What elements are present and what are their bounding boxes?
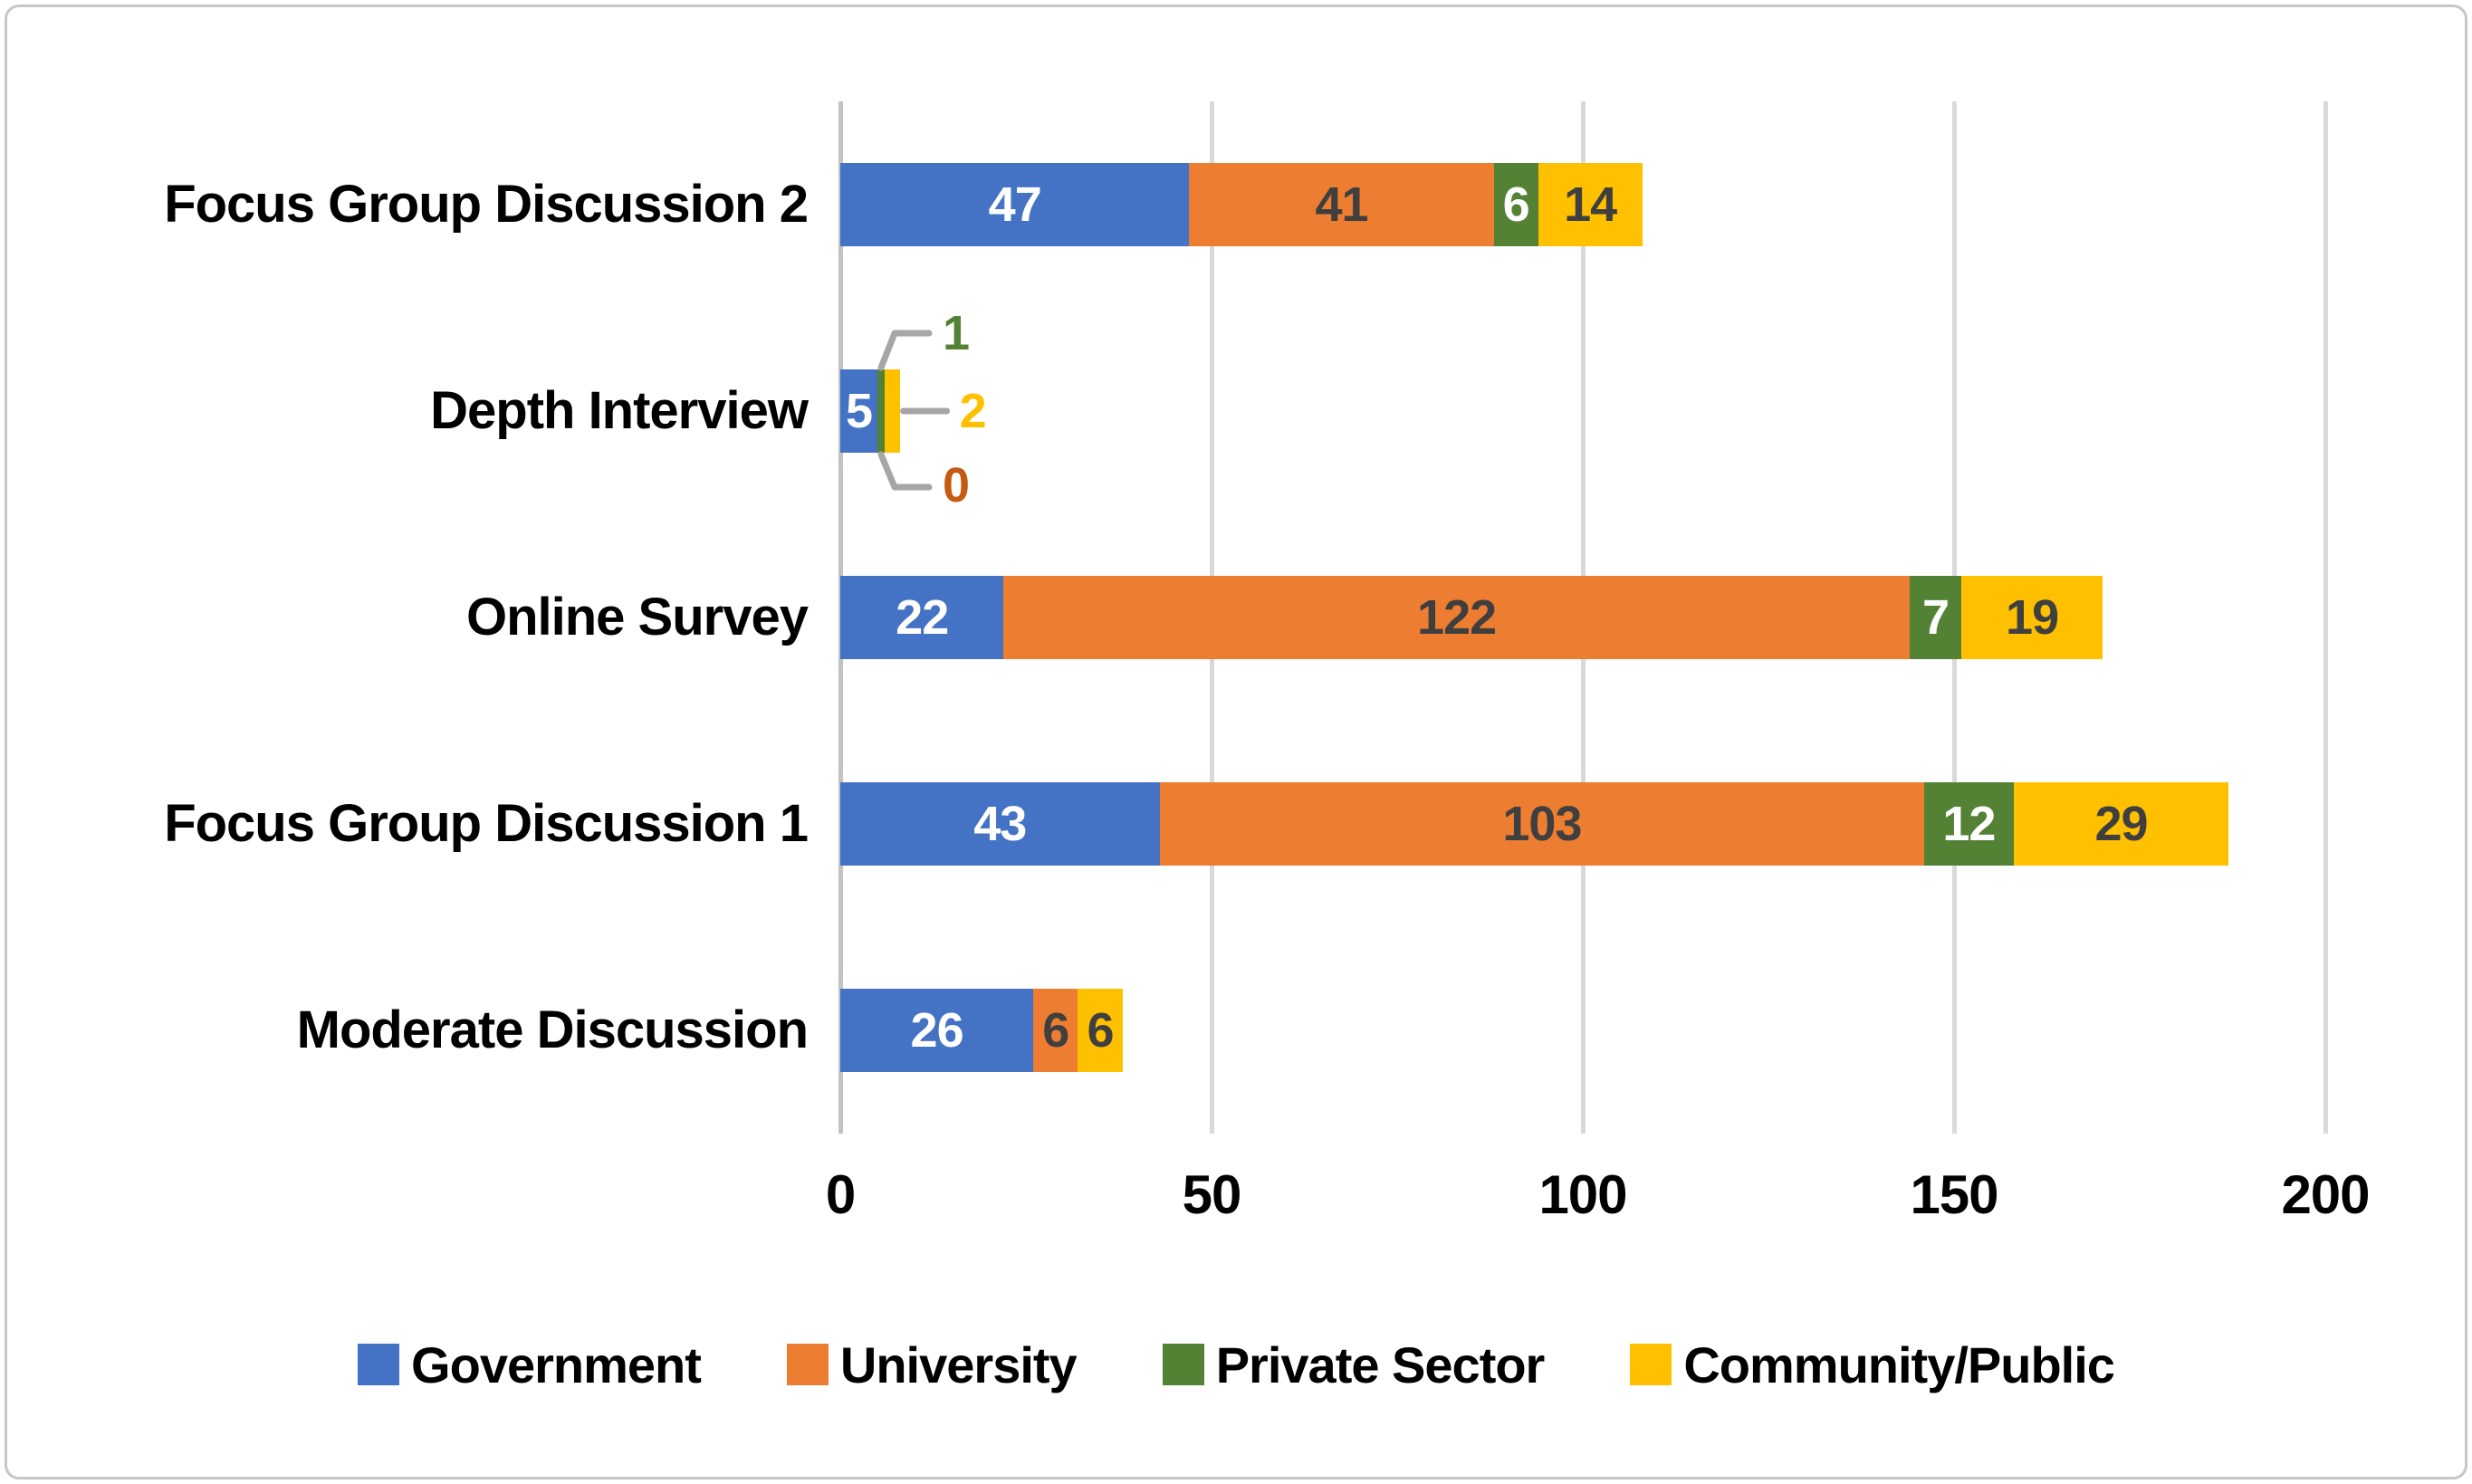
bar-value-label: 12 xyxy=(1942,797,1996,851)
bar-row: 5 xyxy=(840,369,900,453)
callout-value-label: 0 xyxy=(943,458,970,512)
bar-segment-private-sector xyxy=(877,369,886,453)
gridline xyxy=(2323,101,2328,1134)
category-label: Moderate Discussion xyxy=(296,1001,809,1059)
bar-value-label: 14 xyxy=(1564,177,1617,232)
bar-value-label: 6 xyxy=(1042,1003,1069,1058)
bar-value-label: 26 xyxy=(910,1003,964,1058)
bar-value-label: 7 xyxy=(1921,590,1950,645)
category-label: Depth Interview xyxy=(430,381,809,440)
legend-label: Government xyxy=(411,1336,702,1393)
bar-segment-university: 41 xyxy=(1189,163,1494,246)
bar-value-label: 43 xyxy=(973,797,1027,851)
legend-swatch xyxy=(1162,1344,1204,1385)
bar-segment-university: 6 xyxy=(1033,989,1078,1072)
callout-leader-line xyxy=(877,451,933,491)
legend-swatch xyxy=(786,1344,829,1385)
category-label: Focus Group Discussion 1 xyxy=(164,794,809,853)
bar-value-label: 22 xyxy=(896,590,949,645)
legend-item-private-sector: Private Sector xyxy=(1162,1336,1546,1394)
bar-value-label: 6 xyxy=(1087,1003,1114,1058)
bar-segment-government: 5 xyxy=(840,369,877,453)
bar-segment-government: 47 xyxy=(840,163,1190,246)
bar-segment-government: 26 xyxy=(840,989,1034,1072)
bar-row: 47 41 6 14 xyxy=(840,163,1643,246)
x-axis-tick-label: 0 xyxy=(825,1164,856,1225)
bar-value-label: 29 xyxy=(2094,797,2148,851)
bar-segment-private-sector: 12 xyxy=(1924,782,2014,866)
bar-value-label: 103 xyxy=(1502,797,1582,851)
callout-value-label: 2 xyxy=(959,384,987,438)
x-axis-tick-label: 50 xyxy=(1182,1164,1242,1225)
bar-segment-government: 43 xyxy=(840,782,1160,866)
bar-row: 43 103 12 29 xyxy=(840,782,2229,866)
bar-segment-community-public: 14 xyxy=(1538,163,1643,246)
x-axis-tick-label: 100 xyxy=(1538,1164,1627,1225)
category-label: Focus Group Discussion 2 xyxy=(164,175,809,234)
legend-label: Community/Public xyxy=(1683,1336,2115,1393)
legend-label: Private Sector xyxy=(1215,1336,1546,1393)
bar-value-label: 41 xyxy=(1315,177,1368,232)
bar-segment-community-public: 6 xyxy=(1078,989,1123,1072)
legend-item-community-public: Community/Public xyxy=(1630,1336,2115,1394)
legend-swatch xyxy=(358,1344,400,1385)
bar-segment-private-sector: 7 xyxy=(1909,576,1962,659)
legend: Government University Private Sector Commun… xyxy=(0,1315,2472,1414)
x-axis-tick-label: 150 xyxy=(1910,1164,1998,1225)
bar-segment-university: 122 xyxy=(1003,576,1910,659)
bar-segment-university: 103 xyxy=(1159,782,1925,866)
bar-segment-government: 22 xyxy=(840,576,1004,659)
bar-segment-community-public xyxy=(885,369,900,453)
category-label: Online Survey xyxy=(465,588,809,646)
chart-frame xyxy=(5,5,2467,1479)
bar-segment-private-sector: 6 xyxy=(1493,163,1538,246)
bar-segment-community-public: 29 xyxy=(2013,782,2229,866)
callout-leader-line xyxy=(877,330,933,371)
callout-value-label: 1 xyxy=(943,306,970,360)
legend-item-government: Government xyxy=(358,1336,702,1394)
bar-row: 22 122 7 19 xyxy=(840,576,2103,659)
bar-value-label: 122 xyxy=(1417,590,1497,645)
bar-value-label: 5 xyxy=(845,384,873,438)
legend-item-university: University xyxy=(786,1336,1078,1394)
bar-value-label: 6 xyxy=(1502,177,1530,232)
x-axis-tick-label: 200 xyxy=(2281,1164,2370,1225)
legend-label: University xyxy=(839,1336,1078,1393)
bar-row: 26 6 6 xyxy=(840,989,1123,1072)
bar-segment-community-public: 19 xyxy=(1961,576,2103,659)
legend-swatch xyxy=(1630,1344,1672,1385)
bar-value-label: 47 xyxy=(988,177,1042,232)
bar-value-label: 19 xyxy=(2006,590,2059,645)
